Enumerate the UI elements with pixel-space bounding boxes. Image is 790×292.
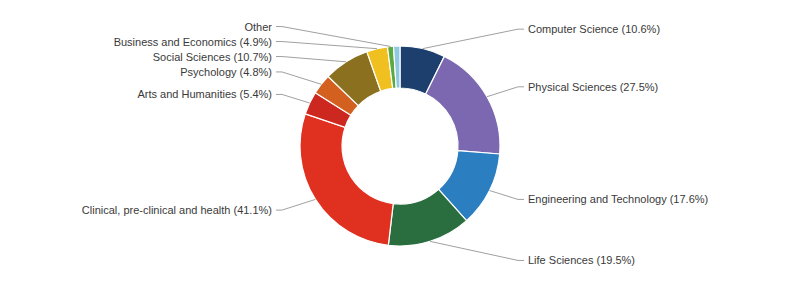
svg-text:Life Sciences (19.5%): Life Sciences (19.5%) [528, 254, 635, 266]
svg-text:Other: Other [244, 21, 272, 33]
svg-text:Business and Economics (4.9%): Business and Economics (4.9%) [114, 36, 272, 48]
svg-text:Arts and Humanities (5.4%): Arts and Humanities (5.4%) [138, 88, 273, 100]
svg-text:Computer Science (10.6%): Computer Science (10.6%) [528, 23, 660, 35]
svg-text:Psychology (4.8%): Psychology (4.8%) [180, 66, 272, 78]
svg-text:Engineering and Technology (17: Engineering and Technology (17.6%) [528, 193, 708, 205]
svg-text:Social Sciences (10.7%): Social Sciences (10.7%) [153, 51, 272, 63]
svg-text:Physical Sciences (27.5%): Physical Sciences (27.5%) [528, 81, 658, 93]
svg-text:Clinical, pre-clinical and hea: Clinical, pre-clinical and health (41.1%… [82, 204, 272, 216]
